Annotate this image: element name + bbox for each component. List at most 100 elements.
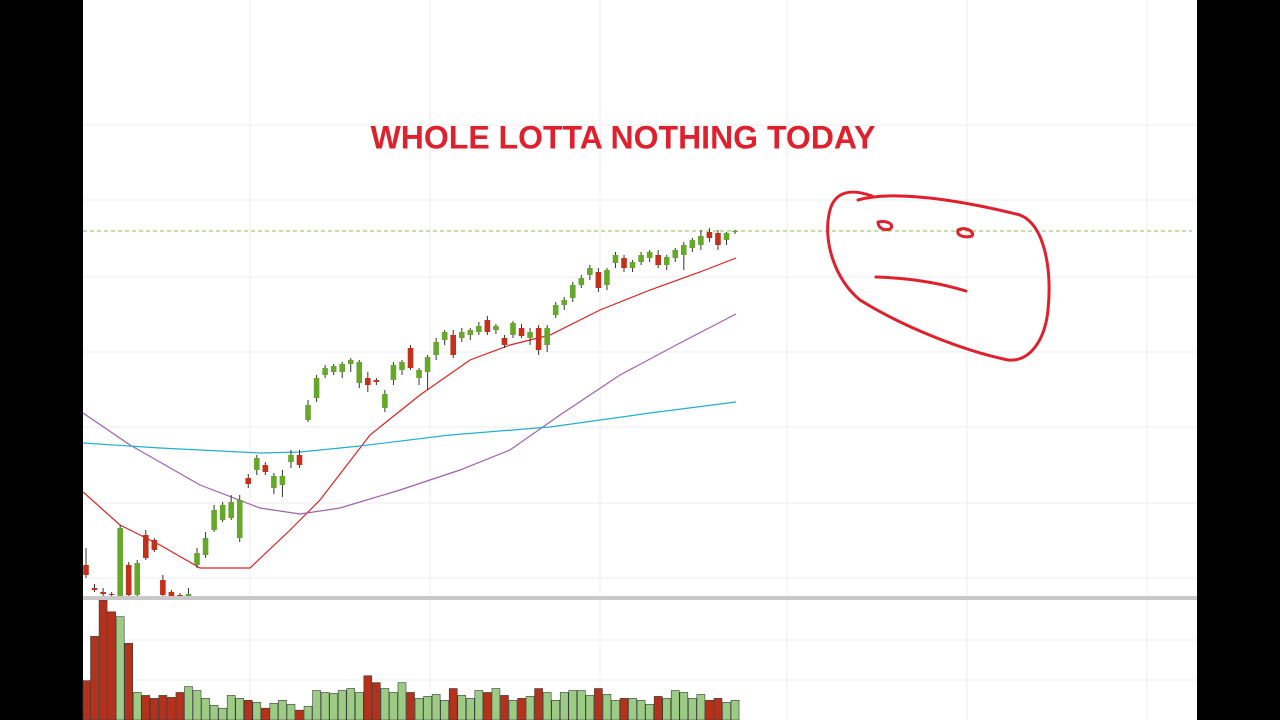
chart-title: WHOLE LOTTA NOTHING TODAY (371, 119, 876, 155)
candle-body (527, 332, 533, 338)
volume-bar (158, 695, 168, 720)
volume-bar (90, 636, 99, 720)
candle-body (236, 500, 243, 538)
candle-body (399, 362, 405, 370)
candle-body (151, 540, 158, 550)
volume-bar (508, 700, 518, 720)
candle-body (330, 366, 337, 372)
moving-average (83, 401, 737, 454)
candle-body (578, 278, 585, 285)
volume-bar (261, 707, 270, 720)
volume-bar (363, 675, 373, 720)
candle-body (202, 538, 209, 555)
face-outline (826, 190, 1051, 362)
volume-bar (705, 700, 714, 720)
candle-body (663, 257, 670, 265)
face-drawing (826, 190, 1051, 362)
candle-body (723, 233, 730, 240)
candle-body (211, 510, 217, 530)
candle-body (681, 245, 687, 255)
volume-bar (406, 692, 415, 720)
volume-bar (115, 616, 125, 720)
candle-body (194, 553, 200, 565)
volume-bar (602, 694, 612, 720)
grid (83, 0, 1197, 720)
candle-body (356, 362, 363, 383)
volume-bar (175, 692, 185, 720)
candle-body (305, 405, 311, 420)
candle-body (168, 592, 175, 596)
candle-body (552, 305, 559, 315)
candle-body (706, 232, 713, 238)
pane-separator (83, 596, 1197, 600)
volume-bar (354, 692, 364, 720)
candle-body (655, 255, 661, 265)
candle-body (185, 594, 192, 596)
volume-bar (141, 695, 151, 720)
volume-bar (500, 695, 509, 720)
volume-bar (594, 688, 603, 720)
volume-bar (235, 698, 245, 720)
candle-body (347, 360, 354, 364)
volume-bar (389, 692, 398, 720)
candle-body (518, 328, 525, 336)
candle-body (629, 262, 636, 268)
candle-body (544, 328, 550, 345)
candle-body (595, 272, 602, 288)
volume-bar (98, 599, 108, 720)
moving-average (83, 313, 737, 515)
volume-bar (431, 694, 441, 720)
volume-bar (619, 698, 629, 720)
candle-body (689, 240, 696, 248)
volume-bar (465, 698, 475, 720)
volume-bar (696, 694, 706, 720)
volume-bar (645, 703, 654, 720)
volume-bar (491, 688, 501, 720)
candle-body (254, 458, 260, 470)
candle-body (83, 565, 89, 575)
volume-bar (440, 700, 449, 720)
moving-average (83, 257, 737, 569)
volume-bar (320, 692, 330, 720)
face-eye (876, 220, 894, 232)
candle-body (390, 365, 397, 380)
candle-body (587, 268, 593, 275)
candle-body (732, 231, 738, 232)
volume-bar (329, 693, 338, 720)
volume-bar (483, 692, 492, 720)
volume-bar (337, 690, 347, 720)
candle-body (467, 330, 474, 335)
candle-body (646, 252, 653, 258)
volume-bar (226, 695, 236, 720)
candle-body (125, 565, 132, 595)
volume-bar (372, 682, 381, 720)
candle-body (484, 320, 491, 332)
volume-bar (192, 690, 202, 720)
volume-bar (457, 695, 467, 720)
price-pane (83, 228, 1192, 597)
candle-body (416, 370, 422, 378)
candle-body (262, 465, 269, 472)
candle-body (638, 255, 644, 262)
candle-body (219, 505, 226, 520)
volume-bar (448, 688, 458, 720)
candle-body (476, 326, 482, 332)
candle-body (134, 563, 141, 595)
face-eye (956, 227, 975, 239)
candle-body (510, 323, 516, 335)
candle-body (698, 236, 704, 245)
volume-bar (525, 696, 535, 720)
volume-bar (636, 700, 646, 720)
volume-bar (209, 704, 219, 720)
volume-bar (568, 690, 578, 720)
volume-bar (662, 698, 672, 720)
candle-body (672, 250, 679, 258)
candle-body (407, 348, 414, 368)
volume-bar (286, 703, 296, 720)
volume-bar (679, 692, 689, 720)
candle-body (433, 342, 439, 355)
volume-bar (303, 705, 313, 720)
candle-body (271, 476, 277, 488)
candle-body (450, 335, 457, 355)
